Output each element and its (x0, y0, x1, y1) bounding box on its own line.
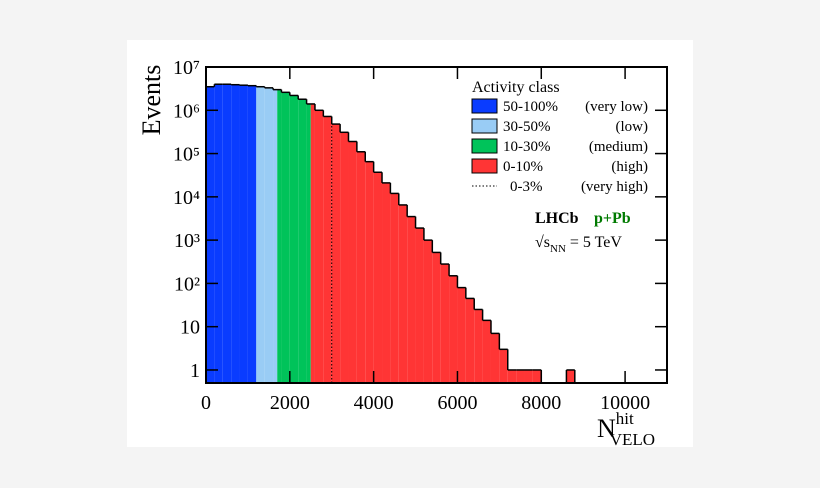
histogram-bar (298, 99, 307, 383)
legend-swatch (471, 158, 498, 174)
histogram-bar (432, 252, 441, 383)
energy-sub: NN (550, 243, 566, 255)
histogram-bar (373, 172, 383, 383)
y-axis-title: Events (137, 65, 166, 136)
histogram-bar (382, 182, 391, 383)
histogram-bar (273, 89, 278, 383)
histogram-bar (206, 86, 215, 383)
histogram-bar (256, 86, 265, 383)
y-tick-label: 10³ (174, 230, 200, 252)
energy-rest: = 5 TeV (570, 234, 622, 251)
experiment: LHCb (535, 210, 579, 227)
legend-label: 30-50% (503, 119, 551, 135)
histogram-bar (314, 110, 324, 384)
x-tick-label: 4000 (354, 392, 394, 414)
y-tick-label: 10⁵ (173, 144, 200, 166)
x-tick-label: 0 (201, 392, 211, 414)
x-title-main: N (597, 414, 616, 443)
legend-label: 10-30% (503, 139, 551, 155)
histogram-bar (231, 84, 240, 383)
histogram-bar (423, 240, 433, 383)
y-tick-label: 10⁴ (173, 187, 200, 209)
legend-label: 0-10% (503, 159, 543, 175)
y-tick-label: 10⁷ (173, 57, 200, 79)
legend-desc: (very low) (585, 99, 648, 115)
legend-swatch (471, 98, 498, 114)
histogram-bar (348, 141, 357, 383)
x-tick-label: 8000 (521, 392, 561, 414)
histogram-bar (323, 116, 332, 384)
x-title-sub: VELO (610, 430, 655, 449)
histogram-bar (499, 349, 508, 383)
histogram-bar (482, 320, 491, 383)
histogram-bar (507, 369, 517, 383)
histogram-bar (524, 369, 533, 383)
histogram-bar (239, 85, 248, 383)
histogram-bar (566, 369, 575, 383)
histogram-bar (222, 84, 232, 384)
histogram-bar (415, 228, 424, 383)
histogram-bar (306, 103, 311, 384)
histogram-bar (474, 309, 483, 383)
x-title-sup: hit (616, 409, 634, 428)
x-axis-title: Nhit VELO (597, 409, 655, 449)
histogram-bar (390, 193, 399, 383)
histogram-bar (398, 204, 408, 383)
legend-desc: (medium) (589, 139, 648, 155)
y-tick-label: 1 (190, 360, 200, 382)
histogram-bar (264, 87, 274, 383)
histogram-bar (356, 151, 366, 383)
histogram-bar (247, 85, 257, 383)
histogram-bar (440, 264, 450, 383)
legend-swatch (471, 118, 498, 134)
y-tick-label: 10⁶ (173, 100, 200, 122)
histogram-bar (449, 275, 458, 383)
y-tick-label: 10 (180, 317, 200, 339)
histogram-bar (407, 216, 416, 383)
histogram-bar (516, 369, 525, 383)
histogram-bar (532, 369, 542, 383)
histogram-bar (340, 132, 349, 383)
y-tick-label: 10² (174, 273, 200, 295)
legend-title: Activity class (472, 79, 560, 96)
histogram-bar (277, 89, 282, 383)
plot-frame (205, 66, 668, 384)
histogram-bar (214, 84, 223, 384)
energy-main: √s (535, 234, 550, 251)
energy: √sNN = 5 TeV (535, 234, 622, 255)
histogram-bar (310, 103, 315, 384)
x-tick-label: 6000 (437, 392, 477, 414)
legend-label: 0-3% (510, 179, 543, 195)
histogram-bar (457, 287, 466, 383)
histogram-bar (490, 333, 500, 383)
legend-desc: (high) (611, 159, 648, 175)
legend-desc: (very high) (581, 179, 648, 195)
histogram-bar (281, 92, 290, 384)
legend-desc: (low) (616, 119, 649, 135)
system: p+Pb (594, 210, 631, 227)
x-tick-label: 2000 (270, 392, 310, 414)
legend-swatch (471, 138, 498, 154)
x-tick-label: 10000 (600, 392, 650, 414)
histogram-bar (289, 95, 299, 384)
histogram-bar (331, 124, 341, 383)
legend-label: 50-100% (503, 99, 558, 115)
histogram-bar (365, 161, 374, 383)
histogram-bar (465, 298, 475, 383)
